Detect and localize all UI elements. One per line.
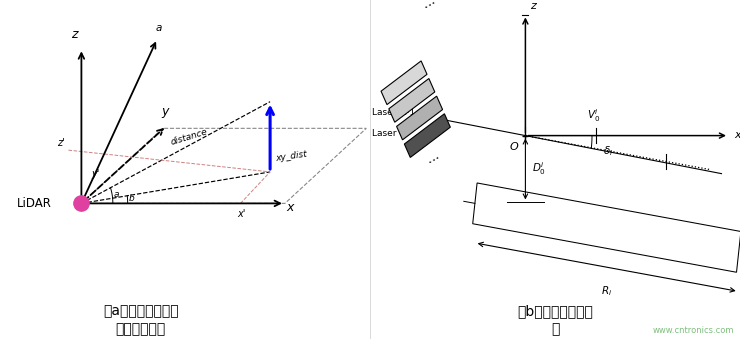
Text: www.cntronics.com: www.cntronics.com: [653, 326, 735, 335]
Text: z: z: [530, 1, 536, 11]
Text: （a）以雷达为中心: （a）以雷达为中心: [103, 304, 178, 318]
Text: y': y': [91, 169, 100, 179]
Text: ⋮: ⋮: [417, 0, 434, 18]
Text: $R_i$: $R_i$: [601, 284, 612, 298]
Text: $D_0^i$: $D_0^i$: [532, 161, 546, 177]
Text: ⋮: ⋮: [420, 155, 438, 173]
Polygon shape: [473, 183, 740, 272]
Text: distance: distance: [169, 127, 208, 147]
Text: y: y: [161, 105, 168, 118]
Text: $\delta_i$: $\delta_i$: [603, 144, 613, 158]
Text: LiDAR: LiDAR: [17, 197, 52, 210]
Text: x: x: [735, 130, 740, 140]
Text: x': x': [238, 209, 246, 219]
Polygon shape: [397, 96, 443, 140]
Text: z': z': [57, 138, 65, 148]
Text: a: a: [155, 23, 162, 34]
Text: x: x: [287, 201, 294, 214]
Text: a: a: [114, 190, 119, 199]
Polygon shape: [404, 114, 451, 157]
Text: xy_dist: xy_dist: [275, 150, 307, 163]
Polygon shape: [388, 79, 435, 122]
Text: b: b: [129, 194, 135, 203]
Text: 的空间坐标系: 的空间坐标系: [115, 322, 166, 336]
Text: Laser i+1: Laser i+1: [372, 108, 415, 117]
Text: 图: 图: [551, 322, 559, 336]
Text: （b）内部校正示意: （b）内部校正示意: [517, 304, 593, 318]
Text: O: O: [509, 142, 518, 152]
Text: z: z: [72, 28, 78, 41]
Text: $V_0^i$: $V_0^i$: [588, 107, 600, 124]
Polygon shape: [381, 61, 427, 105]
Text: Laser i: Laser i: [372, 129, 402, 138]
